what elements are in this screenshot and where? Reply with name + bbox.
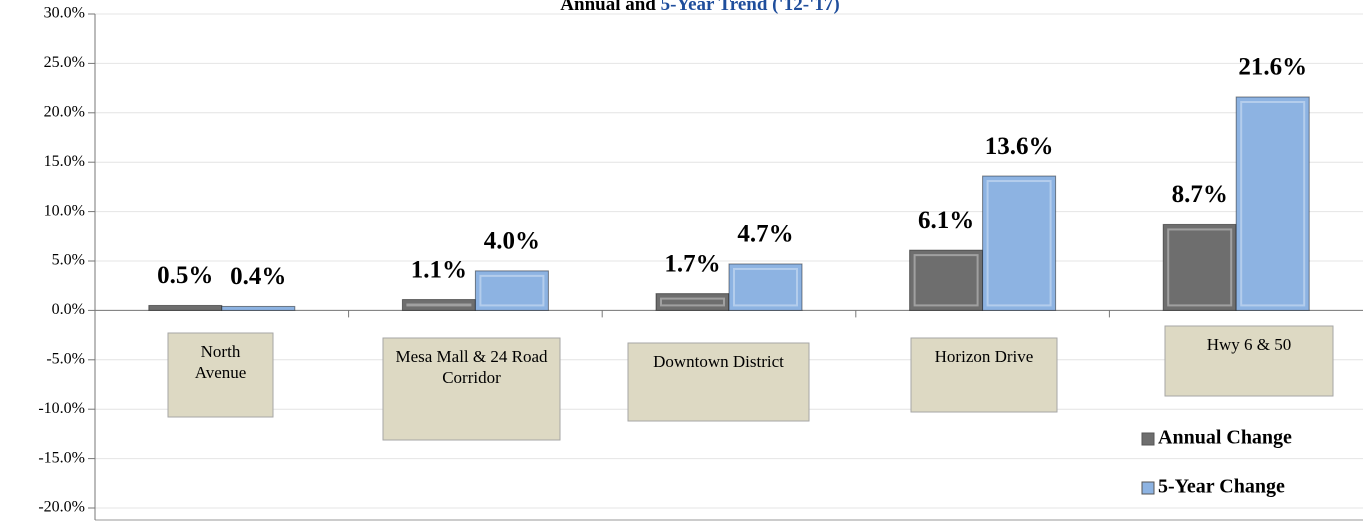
y-tick-label: -20.0% [38, 499, 85, 516]
bar-bevel [733, 267, 798, 307]
legend-label: 5-Year Change [1158, 476, 1285, 498]
chart-title: Annual and 5-Year Trend ('12-'17) [560, 0, 839, 15]
x-tick-label: Mesa Mall & 24 Road Corridor [395, 347, 548, 387]
data-label: 0.5% [157, 262, 213, 289]
y-tick-label: -15.0% [38, 449, 85, 466]
data-label: 1.7% [664, 250, 720, 277]
category-box [382, 337, 561, 441]
y-tick-label: 20.0% [44, 103, 85, 120]
category-box [1164, 325, 1334, 397]
x-tick-label: Horizon Drive [934, 347, 1034, 366]
x-tick-label: Downtown District [653, 352, 784, 371]
y-tick-label: 25.0% [44, 54, 85, 71]
y-tick-label: 10.0% [44, 202, 85, 219]
bar-bevel [406, 303, 472, 307]
data-label: 13.6% [985, 133, 1054, 160]
data-label: 4.7% [737, 221, 793, 248]
category-box [910, 337, 1058, 413]
legend-swatch [1141, 481, 1155, 495]
data-label: 21.6% [1238, 54, 1307, 81]
bar [909, 249, 984, 311]
category-label-box: North Avenue [194, 342, 247, 382]
category-label-box: Downtown District [653, 352, 784, 371]
bar-bevel [986, 180, 1052, 307]
legend-swatch [1141, 432, 1155, 446]
bar [474, 270, 549, 311]
data-label: 1.1% [411, 256, 467, 283]
bar [728, 263, 803, 311]
y-tick-label: 15.0% [44, 153, 85, 170]
data-label: 0.4% [230, 263, 286, 290]
bar [1162, 223, 1237, 311]
data-label: 4.0% [484, 228, 540, 255]
category-box [167, 332, 274, 418]
y-tick-label: -10.0% [38, 400, 85, 417]
bar [1235, 96, 1310, 311]
bar [655, 293, 730, 311]
title-part: Annual and [560, 0, 656, 15]
bar [221, 305, 296, 311]
x-tick-label: North Avenue [194, 342, 247, 382]
y-tick-label: 0.0% [52, 301, 85, 318]
y-tick-label: -5.0% [46, 350, 85, 367]
data-label: 8.7% [1172, 181, 1228, 208]
bar [148, 304, 223, 311]
bar-bevel [660, 297, 725, 307]
category-label-box: Horizon Drive [934, 347, 1034, 366]
x-tick-label: Hwy 6 & 50 [1206, 335, 1292, 354]
category-label-box: Mesa Mall & 24 Road Corridor [395, 347, 548, 387]
legend-label: Annual Change [1158, 427, 1292, 449]
data-label: 6.1% [918, 207, 974, 234]
bar-bevel [1167, 228, 1233, 307]
bar-bevel [479, 274, 545, 307]
category-box [627, 342, 810, 422]
bar [982, 175, 1057, 311]
y-tick-label: 5.0% [52, 252, 85, 269]
category-label-box: Hwy 6 & 50 [1206, 335, 1292, 354]
bar-bevel [1240, 100, 1306, 307]
title-part: 5-Year Trend ('12-'17) [661, 0, 840, 15]
bar-bevel [913, 254, 979, 307]
y-tick-label: 30.0% [44, 5, 85, 22]
